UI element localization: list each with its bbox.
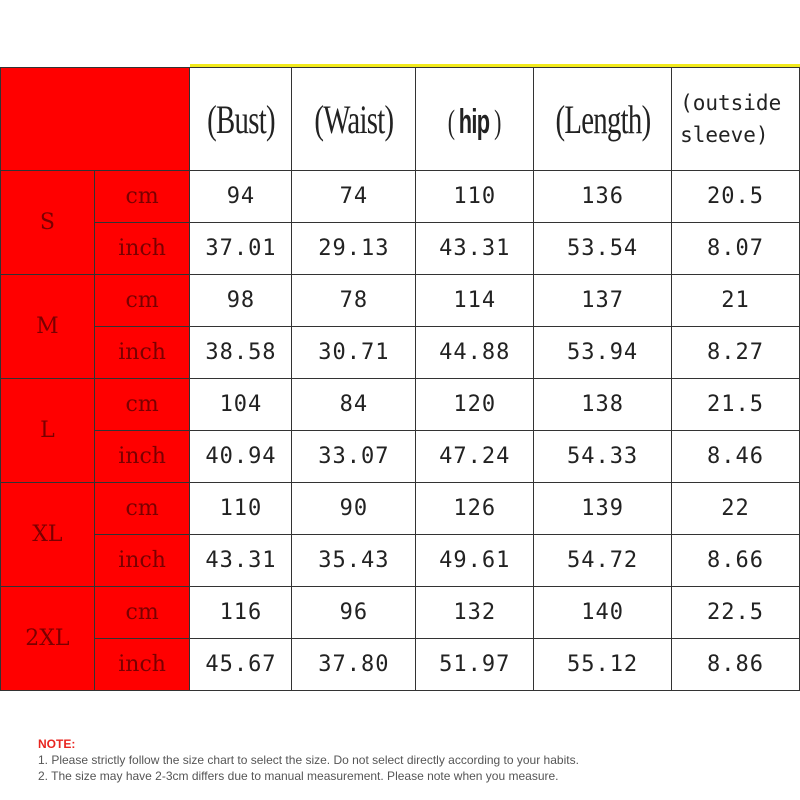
header-row: (Bust) (Waist) (hip) (Length) (outside sl… bbox=[0, 67, 800, 171]
unit-label-cm: cm bbox=[93, 482, 191, 535]
measurement-cell: 126 bbox=[415, 482, 535, 535]
header-sleeve: (outside sleeve) bbox=[671, 67, 800, 171]
header-length: (Length) bbox=[533, 67, 673, 171]
measurement-cell: 137 bbox=[533, 274, 673, 327]
measurement-cell: 29.13 bbox=[291, 222, 417, 275]
note-block: NOTE: 1. Please strictly follow the size… bbox=[38, 736, 579, 784]
size-label: XL bbox=[0, 482, 95, 587]
size-row-m-inch: inch 38.58 30.71 44.88 53.94 8.27 bbox=[1, 326, 800, 379]
measurement-cell: 38.58 bbox=[189, 326, 293, 379]
measurement-cell: 51.97 bbox=[415, 638, 535, 691]
size-row-2xl-cm: 2XL cm 116 96 132 140 22.5 bbox=[0, 586, 800, 691]
measurement-cell: 43.31 bbox=[189, 534, 293, 587]
note-line-1: 1. Please strictly follow the size chart… bbox=[38, 753, 579, 767]
measurement-cell: 78 bbox=[291, 274, 417, 327]
measurement-cell: 8.66 bbox=[671, 534, 800, 587]
measurement-cell: 90 bbox=[291, 482, 417, 535]
measurement-cell: 30.71 bbox=[291, 326, 417, 379]
size-row-2xl-inch: inch 45.67 37.80 51.97 55.12 8.86 bbox=[1, 638, 800, 691]
measurement-cell: 120 bbox=[415, 378, 535, 431]
unit-label-inch: inch bbox=[93, 534, 191, 587]
measurement-cell: 94 bbox=[189, 170, 293, 223]
measurement-cell: 47.24 bbox=[415, 430, 535, 483]
measurement-cell: 54.33 bbox=[533, 430, 673, 483]
measurement-cell: 8.86 bbox=[671, 638, 800, 691]
measurement-cell: 21.5 bbox=[671, 378, 800, 431]
measurement-cell: 22 bbox=[671, 482, 800, 535]
measurement-cell: 22.5 bbox=[671, 586, 800, 639]
measurement-cell: 40.94 bbox=[189, 430, 293, 483]
measurement-cell: 53.54 bbox=[533, 222, 673, 275]
measurement-cell: 114 bbox=[415, 274, 535, 327]
measurement-cell: 53.94 bbox=[533, 326, 673, 379]
header-accent-line bbox=[190, 64, 800, 67]
measurement-cell: 45.67 bbox=[189, 638, 293, 691]
unit-label-cm: cm bbox=[93, 170, 191, 223]
measurement-cell: 49.61 bbox=[415, 534, 535, 587]
measurement-cell: 74 bbox=[291, 170, 417, 223]
unit-label-inch: inch bbox=[93, 430, 191, 483]
measurement-cell: 21 bbox=[671, 274, 800, 327]
note-title: NOTE: bbox=[38, 737, 76, 751]
unit-label-cm: cm bbox=[93, 378, 191, 431]
measurement-cell: 110 bbox=[189, 482, 293, 535]
header-hip: (hip) bbox=[415, 67, 535, 171]
unit-label-inch: inch bbox=[93, 222, 191, 275]
measurement-cell: 44.88 bbox=[415, 326, 535, 379]
measurement-cell: 8.27 bbox=[671, 326, 800, 379]
measurement-cell: 43.31 bbox=[415, 222, 535, 275]
measurement-cell: 116 bbox=[189, 586, 293, 639]
header-waist: (Waist) bbox=[291, 67, 417, 171]
measurement-cell: 55.12 bbox=[533, 638, 673, 691]
measurement-cell: 96 bbox=[291, 586, 417, 639]
unit-label-cm: cm bbox=[93, 586, 191, 639]
measurement-cell: 33.07 bbox=[291, 430, 417, 483]
measurement-cell: 37.01 bbox=[189, 222, 293, 275]
unit-label-inch: inch bbox=[93, 638, 191, 691]
measurement-cell: 140 bbox=[533, 586, 673, 639]
measurement-cell: 8.46 bbox=[671, 430, 800, 483]
size-label: S bbox=[0, 170, 95, 275]
header-corner bbox=[0, 67, 191, 171]
size-row-l-inch: inch 40.94 33.07 47.24 54.33 8.46 bbox=[1, 430, 800, 483]
unit-label-cm: cm bbox=[93, 274, 191, 327]
size-chart-table: (Bust) (Waist) (hip) (Length) (outside sl… bbox=[0, 67, 800, 691]
measurement-cell: 84 bbox=[291, 378, 417, 431]
header-bust: (Bust) bbox=[189, 67, 293, 171]
measurement-cell: 20.5 bbox=[671, 170, 800, 223]
measurement-cell: 139 bbox=[533, 482, 673, 535]
size-row-s-inch: inch 37.01 29.13 43.31 53.54 8.07 bbox=[1, 222, 800, 275]
measurement-cell: 37.80 bbox=[291, 638, 417, 691]
size-label: M bbox=[0, 274, 95, 379]
note-line-2: 2. The size may have 2-3cm differs due t… bbox=[38, 769, 559, 783]
measurement-cell: 132 bbox=[415, 586, 535, 639]
measurement-cell: 35.43 bbox=[291, 534, 417, 587]
measurement-cell: 110 bbox=[415, 170, 535, 223]
measurement-cell: 8.07 bbox=[671, 222, 800, 275]
measurement-cell: 54.72 bbox=[533, 534, 673, 587]
size-row-xl-cm: XL cm 110 90 126 139 22 bbox=[0, 482, 800, 587]
measurement-cell: 98 bbox=[189, 274, 293, 327]
measurement-cell: 136 bbox=[533, 170, 673, 223]
size-label: 2XL bbox=[0, 586, 95, 691]
unit-label-inch: inch bbox=[93, 326, 191, 379]
measurement-cell: 104 bbox=[189, 378, 293, 431]
size-row-xl-inch: inch 43.31 35.43 49.61 54.72 8.66 bbox=[1, 534, 800, 587]
size-label: L bbox=[0, 378, 95, 483]
measurement-cell: 138 bbox=[533, 378, 673, 431]
